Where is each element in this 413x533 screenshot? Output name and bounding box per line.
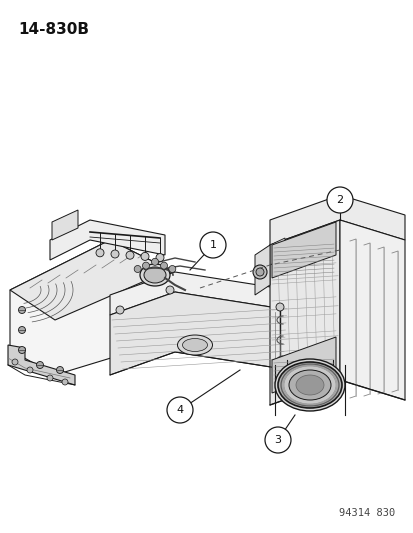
- Circle shape: [56, 367, 63, 374]
- Circle shape: [134, 265, 141, 272]
- Circle shape: [255, 268, 263, 276]
- Circle shape: [156, 254, 164, 262]
- Circle shape: [47, 375, 53, 381]
- Circle shape: [19, 306, 26, 313]
- Polygon shape: [254, 245, 269, 295]
- Text: 94314 830: 94314 830: [338, 508, 394, 518]
- Ellipse shape: [274, 359, 344, 411]
- Circle shape: [151, 259, 158, 265]
- Circle shape: [160, 262, 167, 269]
- Circle shape: [126, 251, 134, 259]
- Circle shape: [36, 361, 43, 368]
- Ellipse shape: [288, 370, 330, 400]
- Circle shape: [142, 262, 149, 269]
- Circle shape: [169, 265, 176, 272]
- Circle shape: [19, 346, 26, 353]
- Text: 4: 4: [176, 405, 183, 415]
- Polygon shape: [10, 240, 170, 375]
- Circle shape: [326, 187, 352, 213]
- Polygon shape: [269, 238, 284, 265]
- Ellipse shape: [280, 364, 338, 406]
- Polygon shape: [10, 240, 170, 320]
- Text: 14-830B: 14-830B: [18, 22, 89, 37]
- Circle shape: [141, 253, 149, 261]
- Text: 1: 1: [209, 240, 216, 250]
- Circle shape: [116, 306, 124, 314]
- Polygon shape: [339, 220, 404, 400]
- Ellipse shape: [140, 264, 170, 286]
- Circle shape: [19, 327, 26, 334]
- Circle shape: [96, 249, 104, 257]
- Circle shape: [264, 427, 290, 453]
- Circle shape: [275, 303, 283, 311]
- Circle shape: [166, 397, 192, 423]
- Polygon shape: [52, 210, 78, 240]
- Ellipse shape: [177, 335, 212, 355]
- Polygon shape: [271, 337, 335, 393]
- Circle shape: [166, 286, 173, 294]
- Polygon shape: [8, 345, 75, 385]
- Polygon shape: [110, 292, 289, 375]
- Circle shape: [62, 379, 68, 385]
- Circle shape: [27, 367, 33, 373]
- Circle shape: [275, 361, 283, 369]
- Polygon shape: [271, 222, 335, 278]
- Polygon shape: [50, 220, 165, 260]
- Circle shape: [199, 232, 225, 258]
- Ellipse shape: [144, 267, 166, 283]
- Text: 3: 3: [274, 435, 281, 445]
- Ellipse shape: [295, 375, 323, 395]
- Ellipse shape: [182, 338, 207, 351]
- Polygon shape: [110, 272, 289, 315]
- Circle shape: [12, 359, 18, 365]
- Circle shape: [111, 250, 119, 258]
- Text: 2: 2: [336, 195, 343, 205]
- Polygon shape: [269, 195, 404, 245]
- Circle shape: [252, 265, 266, 279]
- Polygon shape: [269, 220, 339, 405]
